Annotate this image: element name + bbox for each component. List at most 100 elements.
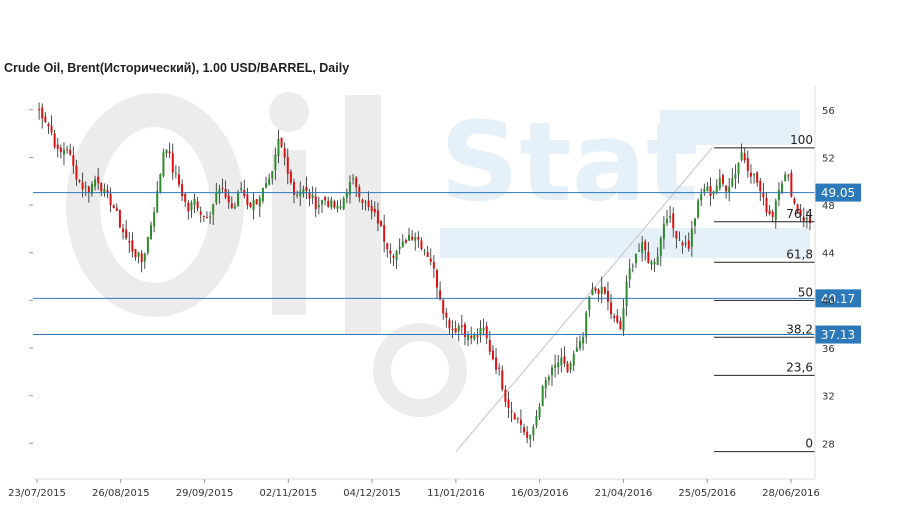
price-line-badge bbox=[815, 183, 861, 202]
candle-down bbox=[504, 389, 507, 402]
candle-down bbox=[373, 208, 376, 213]
candle-down bbox=[491, 350, 494, 360]
candle-down bbox=[501, 370, 504, 390]
x-tick-label: 29/09/2015 bbox=[176, 488, 234, 499]
fib-level-label: 38,2 bbox=[786, 322, 813, 336]
candle-down bbox=[470, 335, 473, 339]
candle-up bbox=[162, 152, 165, 177]
candle-down bbox=[411, 236, 414, 240]
candle-down bbox=[746, 158, 749, 171]
candle-down bbox=[128, 241, 131, 243]
candle-up bbox=[348, 181, 351, 195]
candle-down bbox=[675, 231, 678, 239]
fib-level-label: 50 bbox=[798, 285, 813, 299]
candle-down bbox=[125, 229, 128, 239]
candle-up bbox=[650, 261, 653, 265]
x-tick-label: 04/12/2015 bbox=[343, 488, 401, 499]
candle-down bbox=[181, 184, 184, 197]
candle-down bbox=[367, 200, 370, 207]
candle-up bbox=[641, 242, 644, 254]
candle-up bbox=[638, 250, 641, 252]
candle-up bbox=[90, 184, 93, 195]
candle-down bbox=[199, 211, 202, 215]
candle-down bbox=[75, 165, 78, 180]
candle-up bbox=[408, 234, 411, 241]
candle-up bbox=[600, 286, 603, 294]
candle-up bbox=[669, 216, 672, 219]
candle-down bbox=[796, 204, 799, 212]
candle-up bbox=[575, 347, 578, 352]
candle-down bbox=[376, 210, 379, 224]
candle-up bbox=[551, 367, 553, 376]
candle-up bbox=[274, 154, 277, 170]
y-tick-label: 56 bbox=[822, 106, 835, 117]
candle-up bbox=[662, 223, 665, 240]
price-line-label: 40.17 bbox=[821, 292, 855, 306]
candle-up bbox=[258, 198, 261, 207]
x-tick-label: 25/05/2016 bbox=[678, 488, 736, 499]
candle-down bbox=[460, 325, 463, 327]
candle-down bbox=[171, 153, 174, 173]
candle-down bbox=[131, 240, 134, 252]
candle-up bbox=[482, 327, 485, 331]
candle-down bbox=[802, 217, 805, 221]
candle-down bbox=[603, 287, 606, 294]
candle-down bbox=[246, 194, 249, 206]
candle-down bbox=[516, 417, 519, 419]
candle-down bbox=[725, 185, 728, 192]
fibonacci-levels: 100 76,4 61,8 50 38,2 23,6 0 bbox=[714, 133, 815, 453]
horizontal-price-lines[interactable]: 49.05 40.17 37.13 bbox=[33, 183, 861, 344]
price-line-badge bbox=[815, 325, 861, 344]
candle-down bbox=[118, 210, 121, 228]
candle-up bbox=[588, 296, 591, 311]
oilstat-watermark: Stat bbox=[66, 92, 810, 417]
candle-up bbox=[94, 179, 97, 187]
y-tick-label: 48 bbox=[822, 201, 835, 212]
candle-up bbox=[578, 341, 581, 349]
candle-down bbox=[451, 328, 454, 330]
candle-down bbox=[227, 195, 230, 203]
candle-down bbox=[392, 256, 395, 258]
candle-up bbox=[734, 173, 737, 179]
watermark-o bbox=[66, 93, 244, 317]
candle-up bbox=[271, 171, 274, 179]
candle-down bbox=[687, 240, 690, 249]
candle-up bbox=[339, 206, 342, 208]
axes: 28 32 36 40 44 48 52 56 23/07/2015 26/08/2015 29/0… bbox=[8, 86, 835, 499]
candle-down bbox=[594, 288, 597, 291]
candlestick-series bbox=[38, 102, 811, 448]
candle-up bbox=[591, 288, 594, 296]
candle-down bbox=[97, 176, 100, 184]
candle-down bbox=[283, 147, 286, 158]
candle-up bbox=[240, 188, 243, 190]
candle-down bbox=[81, 182, 84, 190]
candle-up bbox=[146, 236, 149, 253]
candle-down bbox=[566, 363, 569, 372]
candle-up bbox=[666, 218, 669, 224]
x-tick-label: 16/03/2016 bbox=[511, 488, 569, 499]
candle-down bbox=[122, 228, 125, 233]
candle-up bbox=[277, 138, 280, 156]
candle-down bbox=[445, 312, 448, 318]
candle-down bbox=[787, 175, 790, 177]
candle-up bbox=[547, 376, 550, 381]
chart-title: Crude Oil, Brent(Исторический), 1.00 USD… bbox=[4, 61, 350, 75]
candle-down bbox=[523, 427, 526, 433]
candle-down bbox=[771, 211, 774, 217]
candle-down bbox=[383, 225, 386, 242]
candle-up bbox=[554, 365, 557, 368]
candle-up bbox=[659, 238, 662, 256]
candle-up bbox=[718, 177, 721, 189]
candle-up bbox=[656, 256, 659, 265]
candle-up bbox=[628, 268, 631, 280]
candle-up bbox=[700, 194, 703, 201]
candle-down bbox=[308, 192, 311, 199]
candle-up bbox=[653, 262, 656, 265]
candle-down bbox=[672, 213, 675, 229]
trend-line-segment bbox=[455, 147, 713, 452]
candle-up bbox=[753, 174, 756, 176]
candle-up bbox=[299, 191, 302, 196]
candle-up bbox=[631, 265, 634, 267]
candle-down bbox=[196, 201, 199, 209]
